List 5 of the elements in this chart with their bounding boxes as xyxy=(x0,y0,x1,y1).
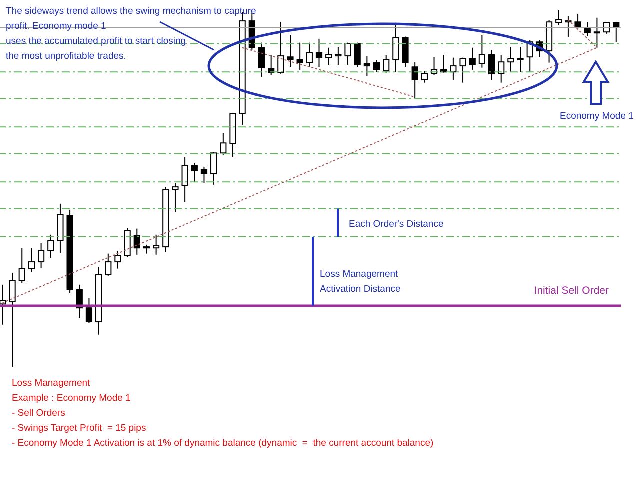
annotation: Economy Mode 1 xyxy=(560,110,634,124)
text: Loss Management Example : Economy Mode 1 - Sell Orders - Swings Target Profit = 15 pips - Economy Mode 1 Activation is at 1% of dynamic balance (dynamic = the current account balance) xyxy=(12,377,434,451)
annotation: Each Order's Distance xyxy=(349,218,444,232)
ref-line-label: Initial Sell Order xyxy=(534,284,610,297)
annotation: Loss Management Activation Distance xyxy=(320,268,401,297)
